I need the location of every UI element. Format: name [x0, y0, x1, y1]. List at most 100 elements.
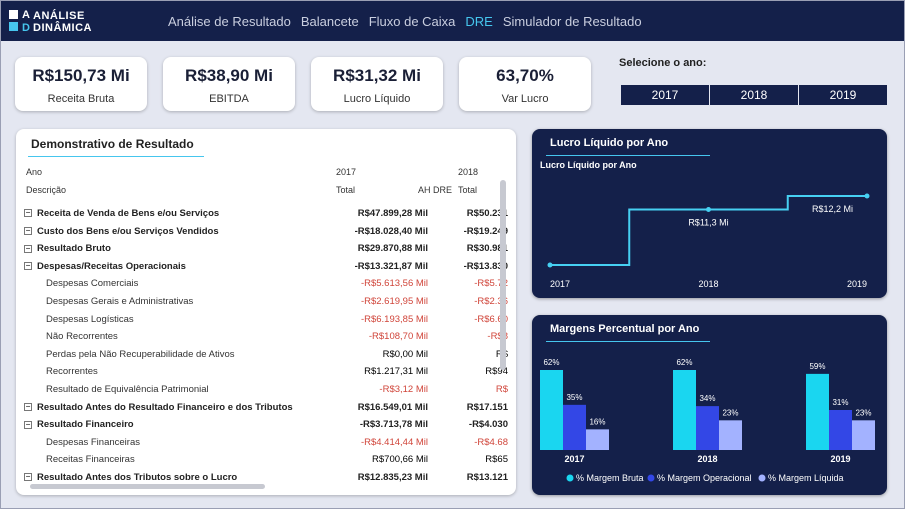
bar[interactable]	[696, 406, 719, 450]
bar[interactable]	[719, 420, 742, 450]
kpi-label: Var Lucro	[501, 93, 549, 105]
kpi-var-lucro: 63,70% Var Lucro	[459, 57, 591, 111]
header-total-2017[interactable]: Total	[336, 185, 356, 195]
cell-total-2017: R$47.899,28 Mil	[357, 208, 428, 219]
nav-analise-de-resultado[interactable]: Análise de Resultado	[168, 14, 291, 29]
table-row[interactable]: − Receita de Venda de Bens e/ou Serviços R…	[24, 206, 508, 223]
bar[interactable]	[852, 420, 875, 450]
row-label: Resultado de Equivalência Patrimonial	[46, 384, 209, 395]
legend-marker	[566, 474, 574, 482]
bar-chart: 62% 35% 16% 2017 62% 34% 23% 2018 59% 31% 23% 2019%…	[540, 358, 875, 483]
table-row[interactable]: Despesas Logísticas -R$6.193,85 Mil -R$6.6…	[24, 312, 508, 329]
bar-value-label: 31%	[832, 398, 848, 407]
vertical-scrollbar[interactable]	[500, 180, 506, 370]
data-point[interactable]	[706, 207, 711, 212]
cell-total-2017: -R$6.193,85 Mil	[360, 313, 428, 325]
table-row[interactable]: − Resultado Antes do Resultado Financeiro…	[24, 400, 508, 417]
bar-value-label: 62%	[676, 358, 692, 367]
cell-total-2018: -R$5.72	[474, 278, 508, 290]
cell-total-2018: R$94	[485, 366, 508, 378]
header-descricao[interactable]: Descrição	[26, 185, 67, 195]
cell-total-2017: -R$4.414,44 Mil	[360, 436, 428, 448]
year-option-2019[interactable]: 2019	[799, 85, 887, 105]
kpi-value: 63,70%	[496, 66, 554, 85]
nav-balancete[interactable]: Balancete	[300, 14, 359, 29]
header-total-2018[interactable]: Total	[458, 185, 478, 195]
row-description: − Despesas/Receitas Operacionais	[24, 261, 186, 272]
row-description: Não Recorrentes	[46, 331, 118, 342]
legend-label[interactable]: % Margem Bruta	[576, 473, 644, 483]
collapse-icon[interactable]: −	[24, 226, 32, 236]
horizontal-scrollbar[interactable]	[30, 484, 265, 489]
table-row[interactable]: Recorrentes R$1.217,31 Mil R$94	[24, 364, 508, 381]
bar[interactable]	[563, 404, 586, 450]
cell-total-2018: -R$19.249	[463, 225, 508, 237]
bar-value-label: 34%	[699, 394, 715, 403]
row-description: Recorrentes	[46, 366, 98, 377]
collapse-icon[interactable]: −	[24, 208, 32, 218]
row-label: Resultado Antes dos Tributos sobre o Luc…	[37, 472, 238, 483]
cell-total-2017: -R$18.028,40 Mil	[354, 225, 428, 237]
row-label: Resultado Antes do Resultado Financeiro …	[37, 401, 293, 413]
cell-total-2018: R$30.981	[466, 243, 508, 255]
nav-simulador-de-resultado[interactable]: Simulador de Resultado	[502, 14, 642, 29]
top-nav-bar: A D ANÁLISE DINÂMICA Análise de Resultad…	[1, 1, 904, 41]
bar[interactable]	[829, 410, 852, 450]
row-description: Receitas Financeiras	[46, 454, 135, 465]
collapse-icon[interactable]: −	[24, 472, 32, 482]
cell-total-2017: -R$108,70 Mil	[368, 331, 428, 343]
table-row[interactable]: Despesas Gerais e Administrativas -R$2.61…	[24, 294, 508, 311]
table-row[interactable]: − Resultado Bruto R$29.870,88 Mil R$30.981	[24, 241, 508, 258]
title-underline	[546, 155, 710, 156]
collapse-icon[interactable]: −	[24, 402, 32, 412]
table-title: Demonstrativo de Resultado	[31, 137, 194, 151]
table-row[interactable]: − Resultado Financeiro -R$3.713,78 Mil -R$4…	[24, 417, 508, 434]
legend-label[interactable]: % Margem Operacional	[657, 473, 752, 483]
bar[interactable]	[586, 429, 609, 450]
kpi-label: EBITDA	[209, 93, 249, 105]
table-row[interactable]: Despesas Financeiras -R$4.414,44 Mil -R$4.…	[24, 435, 508, 452]
bar-value-label: 59%	[809, 362, 825, 371]
row-description: − Custo dos Bens e/ou Serviços Vendidos	[24, 226, 219, 237]
row-description: Perdas pela Não Recuperabilidade de Ativ…	[46, 349, 235, 360]
data-point[interactable]	[547, 262, 553, 268]
year-filter-label: Selecione o ano:	[619, 57, 707, 69]
table-row[interactable]: Despesas Comerciais -R$5.613,56 Mil -R$5.7…	[24, 276, 508, 293]
table-row[interactable]: Não Recorrentes -R$108,70 Mil -R$8	[24, 329, 508, 346]
cell-total-2018: -R$6.60	[474, 313, 508, 325]
bar-value-label: 23%	[722, 408, 738, 417]
cell-total-2018: R$	[495, 384, 508, 395]
kpi-label: Lucro Líquido	[343, 93, 411, 105]
nav-dre[interactable]: DRE	[465, 14, 493, 29]
row-label: Despesas Financeiras	[46, 436, 140, 448]
collapse-icon[interactable]: −	[24, 261, 32, 271]
row-label: Receitas Financeiras	[46, 454, 135, 466]
collapse-icon[interactable]: −	[24, 419, 32, 429]
table-row[interactable]: − Resultado Antes dos Tributos sobre o Lu…	[24, 470, 508, 487]
bar-value-label: 62%	[543, 358, 559, 367]
year-option-2017[interactable]: 2017	[621, 85, 709, 105]
row-description: − Resultado Antes do Resultado Financeiro…	[24, 402, 293, 413]
table-row[interactable]: Receitas Financeiras R$700,66 Mil R$65	[24, 452, 508, 469]
row-label: Resultado Financeiro	[37, 419, 134, 431]
row-description: − Resultado Financeiro	[24, 419, 134, 430]
data-point[interactable]	[864, 193, 870, 199]
table-row[interactable]: Resultado de Equivalência Patrimonial -R$…	[24, 382, 508, 399]
chart-title: Margens Percentual por Ano	[550, 323, 700, 335]
row-description: Despesas Financeiras	[46, 437, 140, 448]
table-row[interactable]: Perdas pela Não Recuperabilidade de Ativ…	[24, 347, 508, 364]
nav-fluxo-de-caixa[interactable]: Fluxo de Caixa	[368, 14, 456, 29]
cell-total-2018: R$13.121	[466, 472, 508, 483]
table-row[interactable]: − Despesas/Receitas Operacionais -R$13.321…	[24, 259, 508, 276]
bar[interactable]	[673, 370, 696, 450]
year-option-2018[interactable]: 2018	[710, 85, 798, 105]
table-row[interactable]: − Custo dos Bens e/ou Serviços Vendidos -R…	[24, 224, 508, 241]
kpi-value: R$150,73 Mi	[32, 66, 130, 85]
row-label: Despesas Logísticas	[46, 313, 134, 325]
collapse-icon[interactable]: −	[24, 243, 32, 253]
legend-label[interactable]: % Margem Líquida	[768, 473, 844, 483]
bar[interactable]	[806, 373, 829, 450]
bar[interactable]	[540, 370, 563, 450]
kpi-label: Receita Bruta	[47, 93, 115, 105]
header-ah-dre[interactable]: AH DRE	[418, 185, 453, 195]
